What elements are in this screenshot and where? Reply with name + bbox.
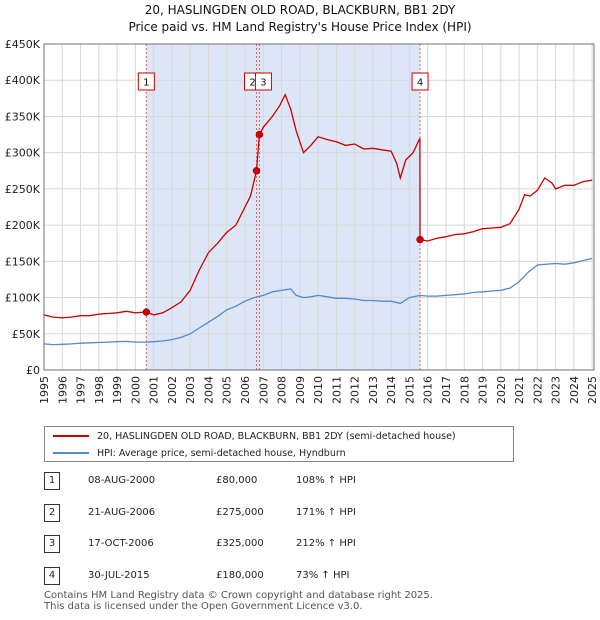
sale-number: 1 (44, 472, 60, 490)
y-tick-label: £250K (5, 183, 41, 196)
legend-item-hpi: HPI: Average price, semi-detached house,… (53, 445, 346, 461)
sale-date: 17-OCT-2006 (88, 538, 154, 549)
x-tick-label: 2009 (294, 376, 307, 404)
sale-price: £80,000 (216, 475, 258, 486)
x-tick-label: 2008 (276, 376, 289, 404)
property-price-line (43, 93, 593, 319)
sale-hpi: 212% ↑ HPI (296, 538, 356, 549)
ownership-shading (146, 44, 421, 370)
sale-marker-label: 4 (417, 78, 423, 89)
y-tick-label: £100K (5, 292, 41, 305)
sale-date: 30-JUL-2015 (88, 570, 150, 581)
plot-frame (43, 43, 595, 371)
sale-point (142, 308, 151, 316)
x-tick-label: 2022 (531, 376, 544, 404)
x-tick-label: 1995 (38, 376, 51, 404)
x-tick-label: 2003 (184, 376, 197, 404)
sale-marker-label: 2 (249, 78, 255, 89)
x-tick-label: 1997 (75, 376, 88, 404)
y-tick-label: £400K (5, 74, 41, 87)
x-tick-label: 1998 (93, 376, 106, 404)
x-tick-label: 1996 (56, 376, 69, 404)
price-chart: 20, HASLINGDEN OLD ROAD, BLACKBURN, BB1 … (5, 3, 599, 404)
sale-date: 08-AUG-2000 (88, 475, 156, 486)
y-tick-label: £350K (5, 110, 41, 123)
sale-row: 2 21-AUG-2006 £275,000 171% ↑ HPI (44, 504, 444, 524)
sale-row: 4 30-JUL-2015 £180,000 73% ↑ HPI (44, 567, 444, 587)
sale-number: 4 (44, 567, 60, 585)
x-tick-label: 2013 (367, 376, 380, 404)
x-tick-label: 2007 (257, 376, 270, 404)
x-tick-label: 2010 (312, 376, 325, 404)
sale-hpi: 108% ↑ HPI (296, 475, 356, 486)
footer-license: This data is licensed under the Open Gov… (44, 601, 363, 612)
x-tick-label: 2025 (586, 376, 599, 404)
sale-row: 3 17-OCT-2006 £325,000 212% ↑ HPI (44, 535, 444, 555)
x-tick-label: 2016 (422, 376, 435, 404)
sale-date: 21-AUG-2006 (88, 507, 156, 518)
x-tick-label: 1999 (111, 376, 124, 404)
sale-marker-box (411, 72, 429, 91)
sale-row: 1 08-AUG-2000 £80,000 108% ↑ HPI (44, 472, 444, 492)
legend-label-hpi: HPI: Average price, semi-detached house,… (97, 447, 346, 459)
footer-copyright: Contains HM Land Registry data © Crown c… (44, 590, 433, 601)
sale-point (255, 130, 264, 139)
x-tick-label: 2005 (221, 376, 234, 404)
x-tick-label: 2002 (166, 376, 179, 404)
x-tick-label: 2014 (385, 376, 398, 404)
legend-swatch-hpi (53, 452, 89, 454)
x-tick-label: 2000 (129, 376, 142, 404)
sale-price: £180,000 (216, 570, 264, 581)
x-tick-label: 2004 (202, 376, 215, 404)
x-tick-label: 2015 (403, 376, 416, 404)
sale-hpi: 73% ↑ HPI (296, 570, 350, 581)
x-tick-label: 2017 (440, 376, 453, 404)
x-tick-label: 2019 (477, 376, 490, 404)
hpi-line (43, 257, 593, 346)
sale-number: 2 (44, 504, 60, 522)
y-tick-label: £50K (12, 328, 41, 341)
sale-point (252, 167, 261, 175)
x-tick-label: 2020 (495, 376, 508, 404)
sale-price: £325,000 (216, 538, 264, 549)
x-tick-label: 2001 (148, 376, 161, 404)
y-tick-label: £300K (5, 147, 41, 160)
y-tick-label: £200K (5, 219, 41, 232)
sale-marker-label: 1 (143, 78, 149, 89)
chart-subtitle: Price paid vs. HM Land Registry's House … (128, 20, 471, 34)
x-tick-label: 2006 (239, 376, 252, 404)
footer: Contains HM Land Registry data © Crown c… (44, 590, 433, 612)
chart-title: 20, HASLINGDEN OLD ROAD, BLACKBURN, BB1 … (145, 3, 456, 17)
x-tick-label: 2012 (349, 376, 362, 404)
legend-label-property: 20, HASLINGDEN OLD ROAD, BLACKBURN, BB1 … (97, 430, 456, 442)
x-tick-label: 2018 (458, 376, 471, 404)
legend-item-property: 20, HASLINGDEN OLD ROAD, BLACKBURN, BB1 … (53, 428, 456, 444)
sale-price: £275,000 (216, 507, 264, 518)
sale-marker-label: 3 (260, 78, 266, 89)
sale-hpi: 171% ↑ HPI (296, 507, 356, 518)
sale-point (416, 235, 424, 244)
legend: 20, HASLINGDEN OLD ROAD, BLACKBURN, BB1 … (44, 426, 514, 462)
x-tick-label: 2024 (568, 376, 581, 404)
x-tick-label: 2011 (330, 376, 343, 404)
sale-marker-box (254, 72, 272, 91)
x-tick-label: 2023 (550, 376, 563, 404)
sale-number: 3 (44, 535, 60, 553)
y-tick-label: £450K (5, 38, 41, 51)
x-tick-label: 2021 (513, 376, 526, 404)
y-tick-label: £0 (26, 364, 40, 377)
legend-swatch-property (53, 435, 89, 437)
y-tick-label: £150K (5, 255, 41, 268)
sale-marker-box (137, 72, 155, 91)
